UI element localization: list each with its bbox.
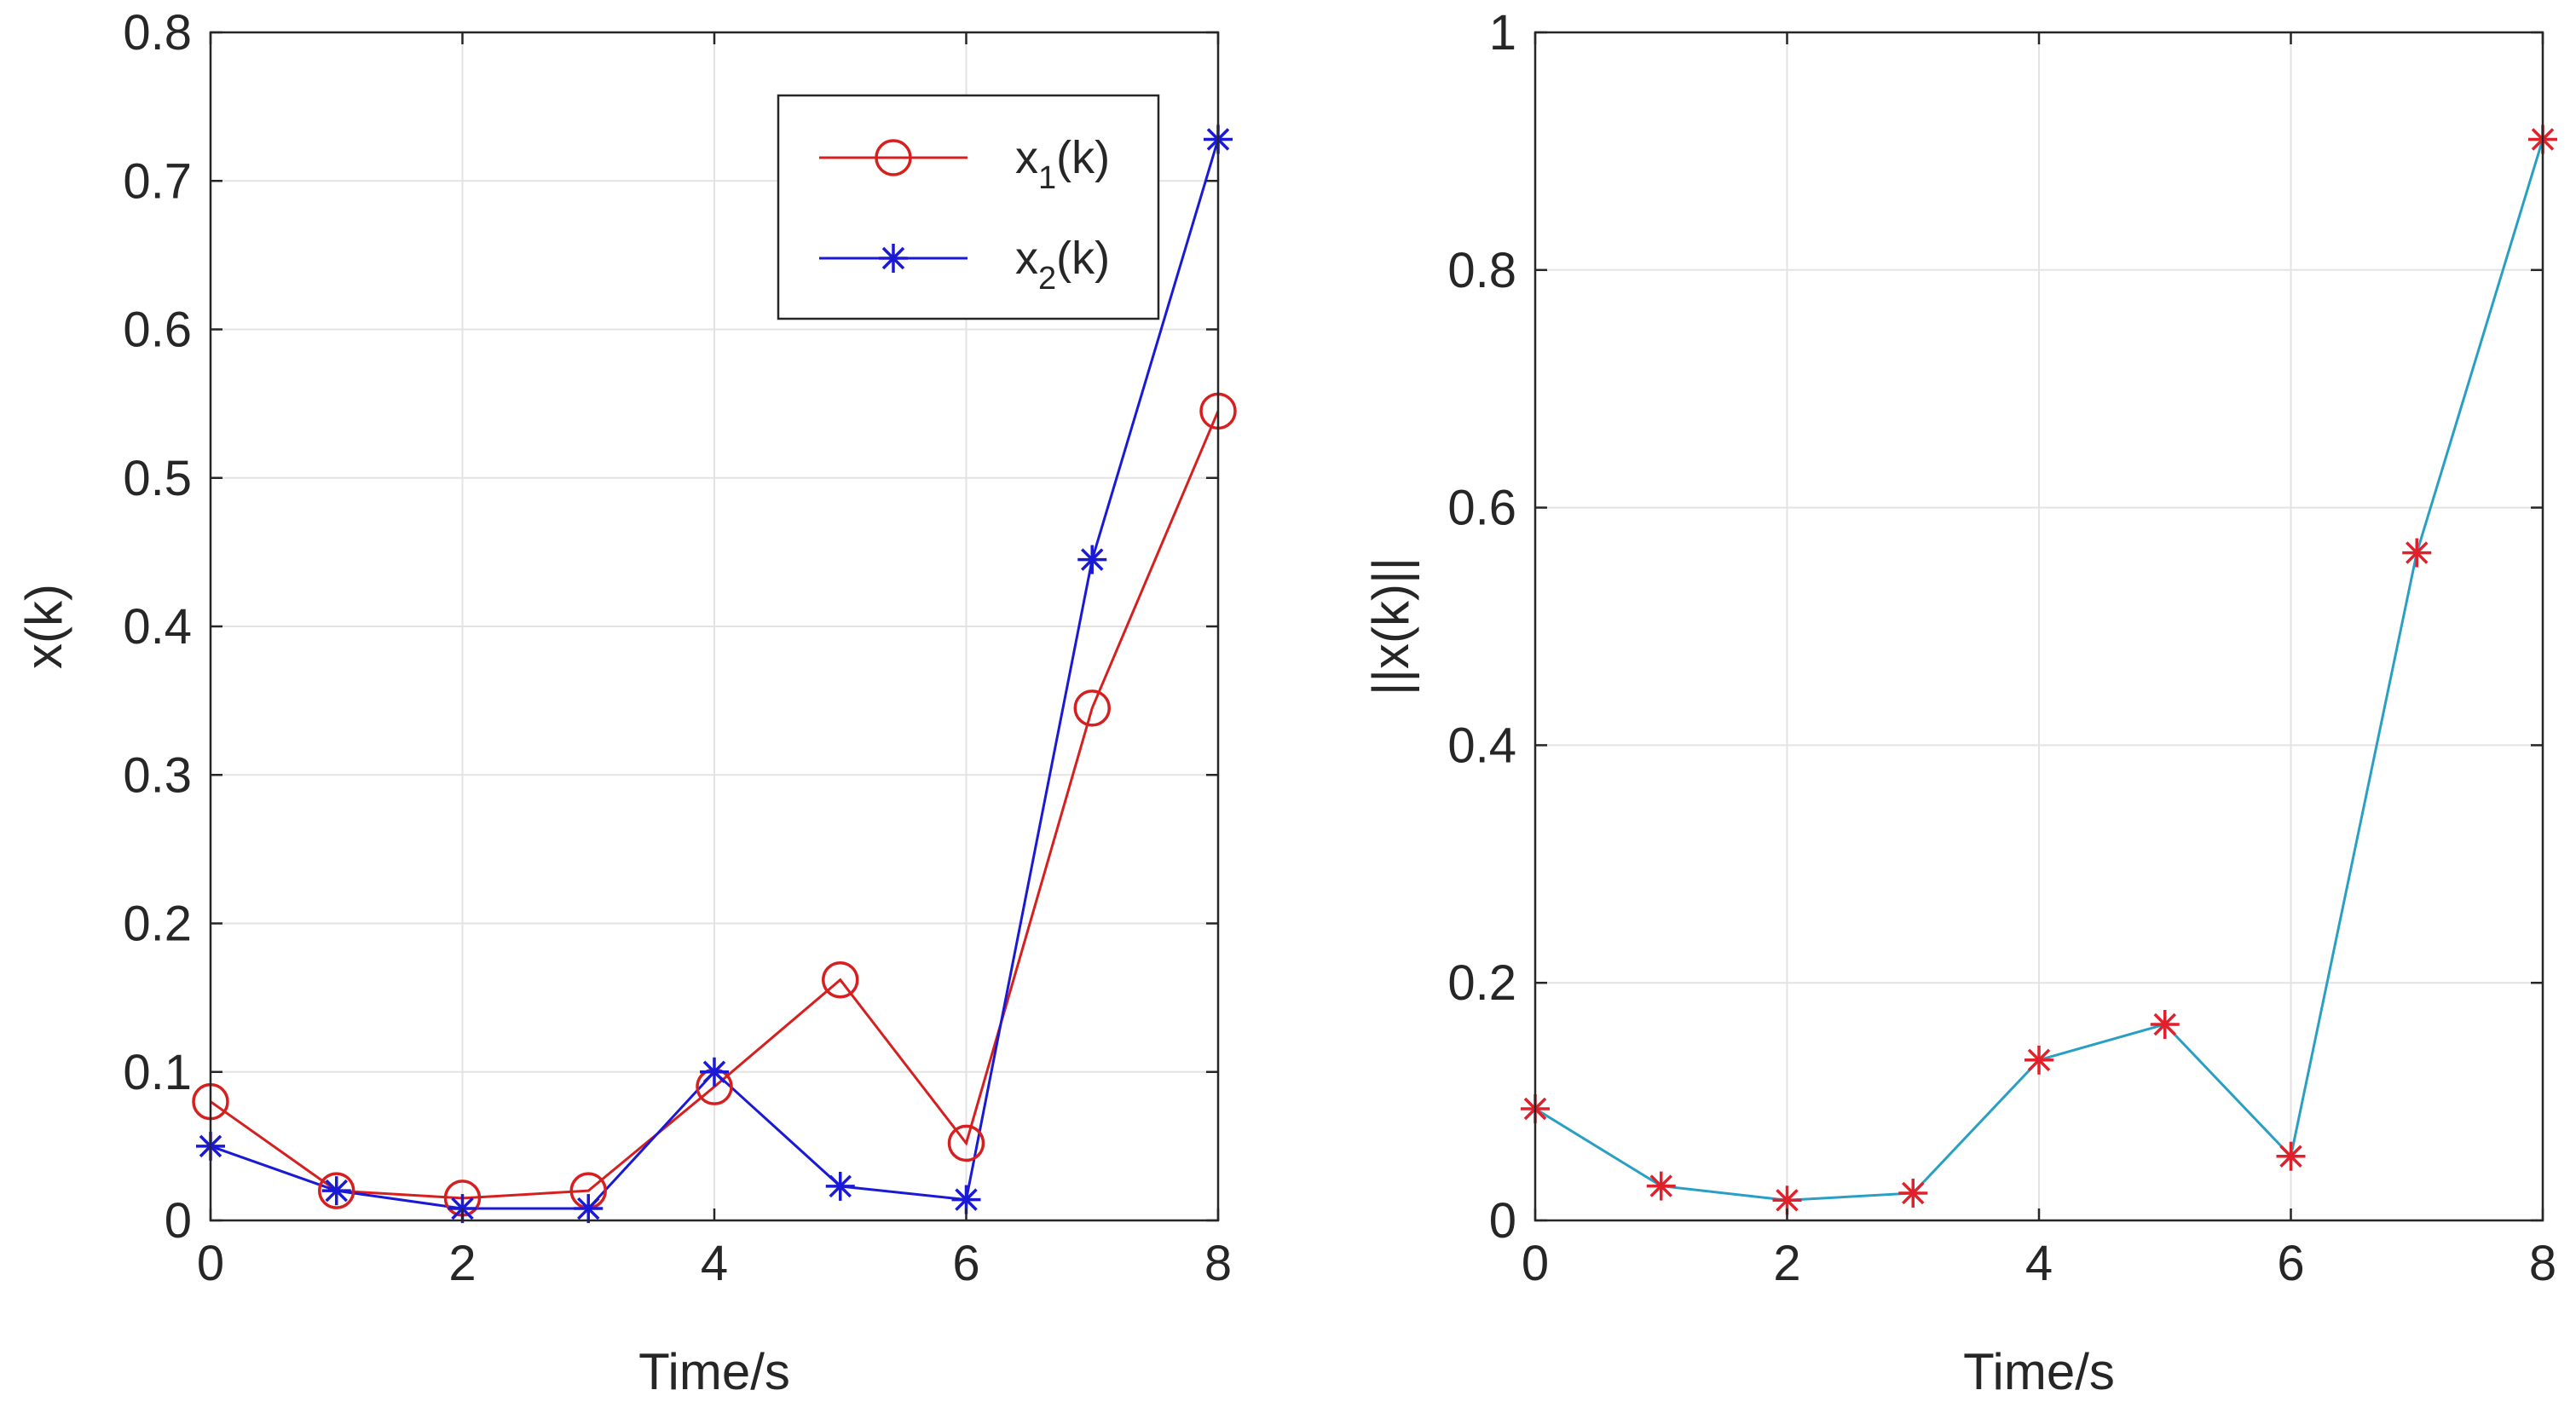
y-tick-label: 0.4 — [1447, 718, 1516, 773]
x-tick-label: 4 — [2025, 1236, 2053, 1291]
legend-label-suffix: (k) — [1056, 132, 1110, 183]
legend-marker — [875, 139, 912, 176]
marker-stroke — [1649, 1174, 1672, 1197]
legend-entry-1: x1(k) — [819, 132, 1110, 196]
ticks — [209, 31, 1220, 1222]
y-tick-label: 0.8 — [123, 5, 192, 61]
right-axes: 0 2 4 6 8 0 0.2 0.4 0.6 0.8 1 Time/s ||x(k)|| — [1362, 5, 2557, 1400]
x-tick-label: 4 — [701, 1236, 728, 1291]
legend-label: x2(k) — [1015, 233, 1110, 297]
marker-stroke — [2153, 1012, 2176, 1036]
data-point — [318, 1172, 355, 1209]
data-point — [825, 1171, 855, 1201]
data-point — [574, 1194, 604, 1224]
y-tick-label: 0 — [165, 1193, 192, 1249]
legend-entry-2: x2(k) — [819, 233, 1110, 297]
x-tick-label: 0 — [197, 1236, 224, 1291]
marker-stroke — [2279, 1145, 2302, 1168]
y-axis-label: ||x(k)|| — [1362, 557, 1419, 695]
marker-stroke — [702, 1060, 726, 1083]
y-tick-label: 0.2 — [123, 897, 192, 952]
marker-stroke — [1776, 1189, 1799, 1212]
y-tick-label: 1 — [1489, 5, 1516, 61]
data-point — [321, 1176, 351, 1206]
x-axis-label: Time/s — [638, 1343, 790, 1400]
x-tick-label: 8 — [1204, 1236, 1232, 1291]
y-tick-label: 0.5 — [123, 451, 192, 506]
y-tick-label: 0.6 — [1447, 481, 1516, 536]
data-point — [2024, 1045, 2053, 1075]
y-tick-label: 0.1 — [123, 1045, 192, 1100]
series-line-1 — [210, 410, 1220, 1200]
legend-label-subscript: 2 — [1038, 261, 1056, 297]
legend-label-base: x — [1015, 233, 1038, 284]
marker-stroke — [577, 1197, 600, 1220]
ticks — [1533, 31, 2544, 1222]
marker-stroke — [2027, 1048, 2051, 1072]
legend-label-base: x — [1015, 132, 1038, 183]
data-point — [700, 1057, 729, 1087]
marker-stroke — [1902, 1181, 1925, 1205]
y-tick-label: 0.3 — [123, 747, 192, 803]
data-point — [947, 1124, 985, 1162]
marker-stroke — [881, 246, 905, 270]
data-point — [2276, 1141, 2306, 1171]
x-tick-label: 2 — [1773, 1236, 1800, 1291]
x-axis-label: Time/s — [1963, 1343, 2115, 1400]
data-point — [1077, 545, 1107, 574]
y-tick-label: 0 — [1489, 1193, 1516, 1249]
y-axis-label: x(k) — [15, 584, 72, 669]
y-tick-label: 0.4 — [123, 599, 192, 655]
x-tick-label: 6 — [952, 1236, 979, 1291]
y-tick-label: 0.7 — [123, 153, 192, 209]
legend-marker — [879, 244, 908, 273]
marker-stroke — [1081, 548, 1104, 571]
marker-stroke — [955, 1188, 978, 1211]
y-tick-label: 0.2 — [1447, 955, 1516, 1011]
legend-box — [777, 94, 1160, 320]
y-tick-label: 0.6 — [123, 303, 192, 358]
data-point — [1073, 689, 1111, 727]
data-point — [1646, 1171, 1676, 1201]
legend-label-subscript: 1 — [1038, 160, 1056, 196]
data-point — [2402, 538, 2432, 568]
y-tick-label: 0.8 — [1447, 243, 1516, 298]
x-tick-label: 6 — [2277, 1236, 2304, 1291]
legend: x1(k)x2(k) — [777, 94, 1160, 320]
marker-stroke — [2406, 541, 2429, 564]
left-axes: 0 2 4 6 800.10.20.30.40.50.60.70.8Time/sx(k)… — [15, 5, 1237, 1400]
data-point — [1898, 1178, 1928, 1208]
marker-stroke — [325, 1179, 348, 1203]
legend-label-suffix: (k) — [1056, 233, 1110, 284]
data-point — [822, 960, 859, 999]
x-tick-label: 2 — [448, 1236, 476, 1291]
x-tick-label: 0 — [1522, 1236, 1549, 1291]
legend-label: x1(k) — [1015, 132, 1110, 196]
series-markers-1 — [1521, 124, 2557, 1215]
marker-stroke — [829, 1174, 852, 1198]
data-point — [2150, 1009, 2180, 1039]
x-tick-label: 8 — [2529, 1236, 2556, 1291]
